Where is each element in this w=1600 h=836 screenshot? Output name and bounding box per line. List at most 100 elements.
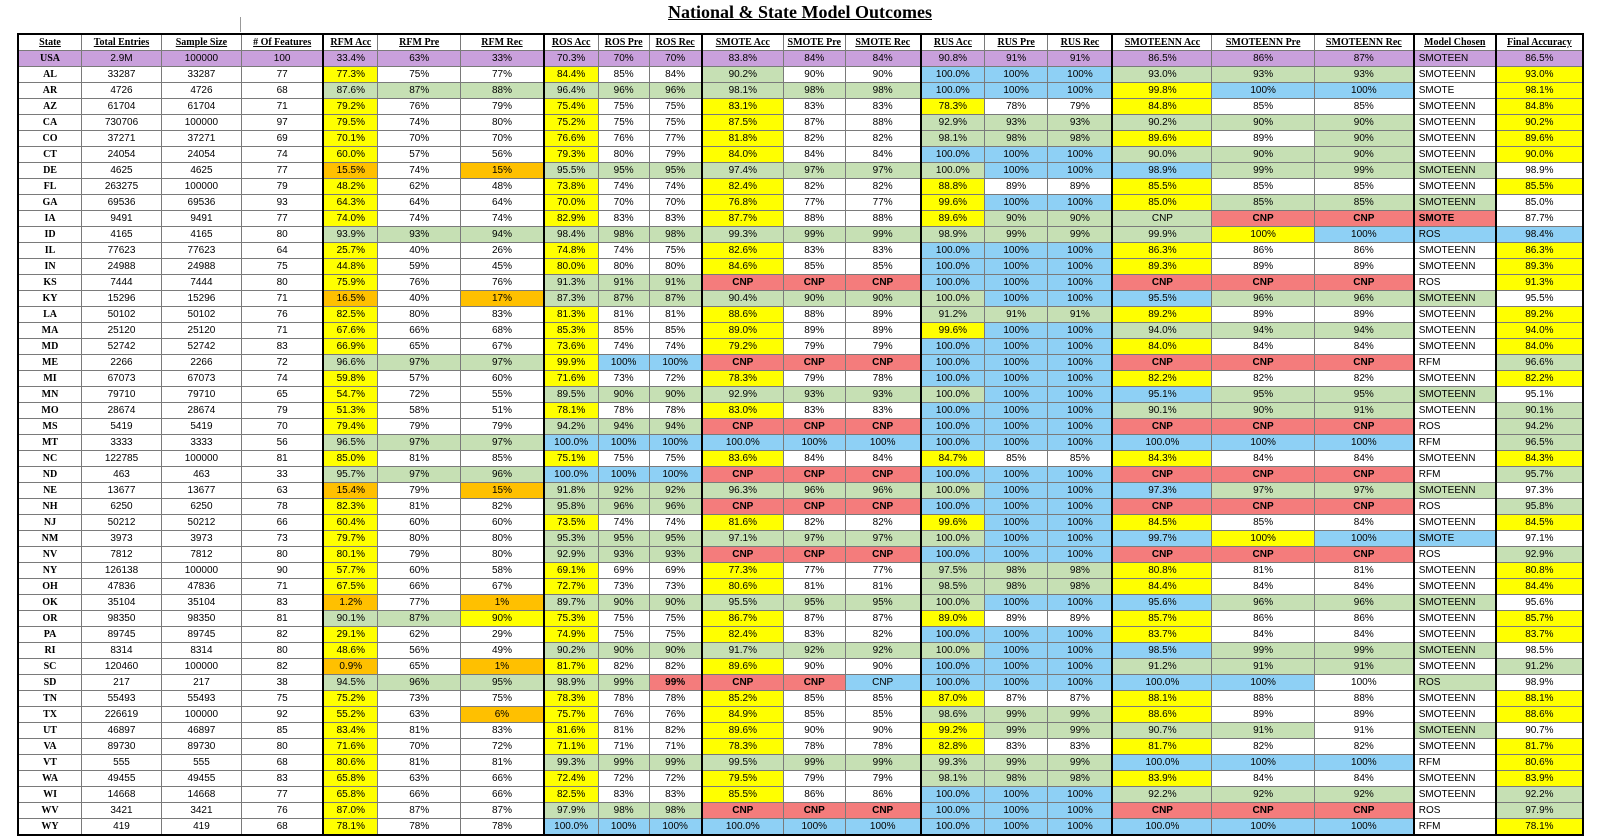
cell-state: FL <box>17 178 83 195</box>
cell-num-of-features: 92 <box>240 706 324 723</box>
cell-ros-acc: 87.3% <box>542 290 599 307</box>
cell-smote-pre: 89% <box>783 322 846 339</box>
cell-sample-size: 100000 <box>160 450 242 467</box>
cell-rfm-acc: 15.4% <box>322 482 379 499</box>
cell-smote-pre: 83% <box>783 402 846 419</box>
table-row: NE 13677 13677 63 15.4% 79% 15% 91.8% 92% 92% 96.3… <box>17 482 1585 499</box>
cell-ros-acc: 79.3% <box>542 146 599 163</box>
cell-smote-pre: 87% <box>783 114 846 131</box>
table-row: RI 8314 8314 80 48.6% 56% 49% 90.2% 90% 90% 91.7% 9… <box>17 642 1585 659</box>
cell-model-chosen: SMOTEENN <box>1412 386 1497 403</box>
cell-rfm-acc: 51.3% <box>322 402 379 419</box>
cell-rfm-acc: 67.5% <box>322 578 379 595</box>
cell-smote-pre: 90% <box>783 658 846 675</box>
cell-total-entries: 50212 <box>81 514 162 531</box>
cell-total-entries: 25120 <box>81 322 162 339</box>
cell-smote-acc: CNP <box>700 674 785 691</box>
cell-ros-acc: 72.7% <box>542 578 599 595</box>
cell-rfm-rec: 15% <box>460 162 545 179</box>
cell-smote-rec: 95% <box>844 594 922 611</box>
cell-smote-acc: 80.6% <box>700 578 785 595</box>
column-header-rus-rec: RUS Rec <box>1047 33 1113 51</box>
cell-smoteenn-rec: 100% <box>1313 226 1415 243</box>
cell-rfm-rec: 67% <box>460 578 545 595</box>
cell-ros-rec: 71% <box>648 738 703 755</box>
cell-ros-rec: 90% <box>648 642 703 659</box>
cell-state: KS <box>17 274 83 291</box>
cell-rus-pre: 100% <box>983 498 1049 515</box>
cell-smote-rec: 81% <box>844 578 922 595</box>
cell-smote-rec: 93% <box>844 386 922 403</box>
cell-smote-rec: 92% <box>844 642 922 659</box>
cell-smoteenn-rec: 100% <box>1313 530 1415 547</box>
cell-rfm-acc: 96.5% <box>322 434 379 451</box>
cell-rus-rec: 90% <box>1047 210 1113 227</box>
cell-smoteenn-acc: 84.4% <box>1111 578 1213 595</box>
cell-ros-acc: 98.9% <box>542 674 599 691</box>
cell-rfm-acc: 1.2% <box>322 594 379 611</box>
cell-model-chosen: SMOTEENN <box>1412 370 1497 387</box>
cell-ros-acc: 98.4% <box>542 226 599 243</box>
cell-model-chosen: SMOTEENN <box>1412 722 1497 739</box>
cell-smoteenn-rec: 100% <box>1313 82 1415 99</box>
cell-rfm-pre: 81% <box>377 754 462 771</box>
cell-rfm-rec: 81% <box>460 754 545 771</box>
cell-smote-rec: 82% <box>844 178 922 195</box>
cell-smote-pre: 90% <box>783 66 846 83</box>
cell-final-accuracy: 98.5% <box>1494 642 1585 659</box>
cell-model-chosen: SMOTEENN <box>1412 194 1497 211</box>
table-row: ME 2266 2266 72 96.6% 97% 97% 99.9% 100% 100% CNP C… <box>17 354 1585 371</box>
cell-sample-size: 37271 <box>160 130 242 147</box>
cell-num-of-features: 72 <box>240 354 324 371</box>
table-row: MS 5419 5419 70 79.4% 79% 79% 94.2% 94% 94% CNP CNP… <box>17 418 1585 435</box>
cell-num-of-features: 74 <box>240 146 324 163</box>
cell-total-entries: 47836 <box>81 578 162 595</box>
cell-rfm-pre: 76% <box>377 274 462 291</box>
cell-smoteenn-rec: 84% <box>1313 450 1415 467</box>
cell-rfm-acc: 48.6% <box>322 642 379 659</box>
cell-rfm-pre: 59% <box>377 258 462 275</box>
cell-rus-rec: 100% <box>1047 674 1113 691</box>
cell-smoteenn-rec: 89% <box>1313 706 1415 723</box>
cell-smoteenn-acc: 100.0% <box>1111 754 1213 771</box>
cell-smoteenn-acc: 90.7% <box>1111 722 1213 739</box>
column-header-ros-rec: ROS Rec <box>648 33 703 51</box>
cell-rus-pre: 100% <box>983 594 1049 611</box>
cell-smoteenn-pre: 84% <box>1211 338 1315 355</box>
cell-final-accuracy: 91.3% <box>1494 274 1585 291</box>
cell-rfm-acc: 87.0% <box>322 802 379 819</box>
cell-rus-acc: 98.5% <box>919 578 985 595</box>
cell-rus-rec: 98% <box>1047 562 1113 579</box>
cell-model-chosen: SMOTEENN <box>1412 738 1497 755</box>
cell-model-chosen: SMOTEENN <box>1412 514 1497 531</box>
cell-state: NJ <box>17 514 83 531</box>
cell-rus-pre: 100% <box>983 354 1049 371</box>
cell-rfm-pre: 40% <box>377 290 462 307</box>
cell-smoteenn-pre: CNP <box>1211 274 1315 291</box>
cell-smoteenn-acc: CNP <box>1111 498 1213 515</box>
cell-ros-acc: 69.1% <box>542 562 599 579</box>
table-row: AR 4726 4726 68 87.6% 87% 88% 96.4% 96% 96% 98.1% 9… <box>17 82 1585 99</box>
cell-ros-acc: 89.5% <box>542 386 599 403</box>
cell-model-chosen: SMOTEENN <box>1412 658 1497 675</box>
cell-rfm-acc: 80.6% <box>322 754 379 771</box>
cell-ros-acc: 70.0% <box>542 194 599 211</box>
cell-state: NM <box>17 530 83 547</box>
column-header-smote-acc: SMOTE Acc <box>700 33 785 51</box>
cell-rfm-rec: 85% <box>460 450 545 467</box>
cell-total-entries: 98350 <box>81 610 162 627</box>
cell-rfm-rec: 33% <box>460 50 545 67</box>
cell-smoteenn-acc: CNP <box>1111 546 1213 563</box>
table-row: KY 15296 15296 71 16.5% 40% 17% 87.3% 87% 87% 90.4… <box>17 290 1585 307</box>
cell-rus-pre: 100% <box>983 418 1049 435</box>
cell-ros-rec: 74% <box>648 338 703 355</box>
cell-smote-acc: 85.5% <box>700 786 785 803</box>
cell-rfm-pre: 81% <box>377 498 462 515</box>
cell-rus-pre: 100% <box>983 194 1049 211</box>
cell-smoteenn-pre: 84% <box>1211 626 1315 643</box>
cell-ros-rec: 99% <box>648 754 703 771</box>
cell-rus-pre: 89% <box>983 610 1049 627</box>
column-header-total-entries: Total Entries <box>81 33 162 51</box>
table-row: TN 55493 55493 75 75.2% 73% 75% 78.3% 78% 78% 85.2… <box>17 690 1585 707</box>
cell-sample-size: 13677 <box>160 482 242 499</box>
